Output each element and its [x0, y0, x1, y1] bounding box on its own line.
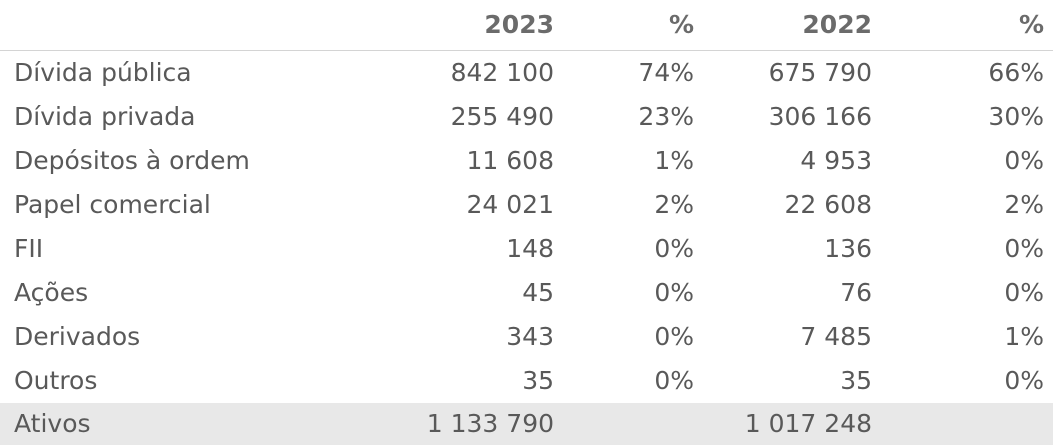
header-pct-2023: %	[563, 0, 703, 51]
total-value-2022: 1 017 248	[703, 403, 881, 445]
row-pct-2023: 0%	[654, 322, 694, 351]
row-pct-2022: 0%	[1004, 146, 1044, 175]
row-pct-2022: 0%	[1004, 278, 1044, 307]
row-value-2022: 4 953	[800, 146, 872, 175]
row-value-2022: 76	[840, 278, 872, 307]
row-pct-2023: 0%	[654, 278, 694, 307]
table-row: Papel comercial 24 021 2% 22 608 2%	[0, 183, 1053, 227]
row-value-2023: 842 100	[450, 58, 554, 87]
row-value-2023: 35	[522, 366, 554, 395]
header-label	[0, 0, 398, 51]
row-value-2022: 35	[840, 366, 872, 395]
row-label: Outros	[14, 366, 98, 395]
row-value-2023: 11 608	[466, 146, 554, 175]
row-label: Derivados	[14, 322, 141, 351]
row-value-2022: 306 166	[768, 102, 872, 131]
row-pct-2022: 0%	[1004, 234, 1044, 263]
total-value-2023: 1 133 790	[398, 403, 563, 445]
header-year-2023: 2023	[398, 0, 563, 51]
row-value-2023: 255 490	[450, 102, 554, 131]
header-year-2022: 2022	[703, 0, 881, 51]
row-pct-2023: 0%	[654, 234, 694, 263]
row-pct-2023: 2%	[654, 190, 694, 219]
row-label: FII	[14, 234, 44, 263]
row-value-2022: 136	[824, 234, 872, 263]
table-row: Dívida pública 842 100 74% 675 790 66%	[0, 51, 1053, 96]
table-row: Depósitos à ordem 11 608 1% 4 953 0%	[0, 139, 1053, 183]
row-pct-2023: 23%	[638, 102, 694, 131]
row-pct-2022: 66%	[988, 58, 1044, 87]
row-pct-2023: 1%	[654, 146, 694, 175]
row-pct-2023: 0%	[654, 366, 694, 395]
table-row: Ações 45 0% 76 0%	[0, 271, 1053, 315]
row-value-2023: 343	[506, 322, 554, 351]
row-pct-2022: 0%	[1004, 366, 1044, 395]
table-header-row: 2023 % 2022 %	[0, 0, 1053, 51]
row-value-2022: 675 790	[768, 58, 872, 87]
total-pct-2023	[563, 403, 703, 445]
table-row: Outros 35 0% 35 0%	[0, 359, 1053, 403]
row-label: Papel comercial	[14, 190, 211, 219]
row-pct-2022: 30%	[988, 102, 1044, 131]
row-label: Dívida privada	[14, 102, 196, 131]
total-label: Ativos	[0, 403, 398, 445]
row-label: Depósitos à ordem	[14, 146, 250, 175]
row-value-2023: 24 021	[466, 190, 554, 219]
table-row: Dívida privada 255 490 23% 306 166 30%	[0, 95, 1053, 139]
table-row: Derivados 343 0% 7 485 1%	[0, 315, 1053, 359]
row-value-2023: 45	[522, 278, 554, 307]
row-value-2022: 22 608	[784, 190, 872, 219]
row-value-2022: 7 485	[800, 322, 872, 351]
row-label: Dívida pública	[14, 58, 192, 87]
row-pct-2023: 74%	[638, 58, 694, 87]
table-row: FII 148 0% 136 0%	[0, 227, 1053, 271]
row-pct-2022: 1%	[1004, 322, 1044, 351]
total-pct-2022	[881, 403, 1053, 445]
total-row: Ativos 1 133 790 1 017 248	[0, 403, 1053, 445]
header-pct-2022: %	[881, 0, 1053, 51]
row-label: Ações	[14, 278, 89, 307]
row-value-2023: 148	[506, 234, 554, 263]
row-pct-2022: 2%	[1004, 190, 1044, 219]
